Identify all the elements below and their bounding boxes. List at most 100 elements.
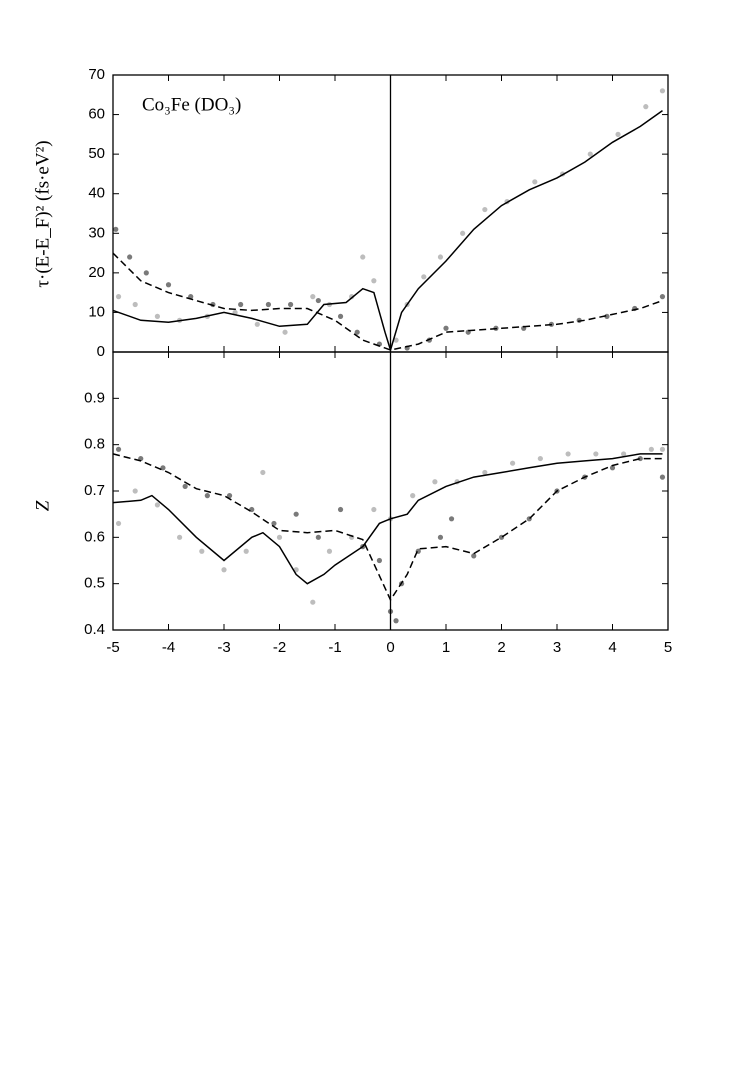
data-point [609, 465, 616, 471]
data-point [293, 511, 299, 517]
y-axis-label: Z [32, 500, 53, 511]
data-point [182, 483, 188, 489]
y-tick-label: 60 [88, 106, 105, 123]
curve [112, 453, 663, 602]
data-point [115, 294, 122, 300]
data-point [160, 465, 166, 471]
data-point [271, 520, 277, 527]
data-point [371, 278, 377, 284]
data-point [204, 493, 210, 499]
data-point [471, 553, 477, 559]
data-point [376, 557, 382, 564]
data-point [371, 506, 377, 513]
y-tick-label: 20 [88, 264, 105, 281]
x-tick-label: 2 [497, 639, 505, 656]
x-tick-label: 3 [553, 639, 561, 656]
data-point [532, 179, 538, 185]
x-tick-label: -1 [328, 639, 341, 656]
data-point [648, 446, 654, 452]
data-point [232, 309, 238, 316]
data-point [604, 313, 610, 319]
data-point [432, 479, 438, 485]
data-point [326, 548, 333, 554]
y-tick-label: 70 [88, 66, 105, 83]
data-point [587, 151, 593, 157]
x-tick-label: -3 [217, 639, 230, 656]
data-point [565, 451, 571, 457]
data-point [509, 460, 516, 466]
data-point [349, 294, 355, 300]
curve [112, 453, 663, 585]
data-point [310, 599, 316, 605]
data-point [254, 321, 260, 327]
x-tick-label: -5 [106, 639, 119, 656]
y-tick-label: 0.8 [84, 436, 105, 453]
data-point [437, 254, 444, 260]
x-tick-label: 1 [442, 639, 450, 656]
data-point [659, 446, 666, 452]
data-point [132, 488, 138, 494]
data-point [127, 254, 133, 260]
data-point [265, 301, 271, 308]
y-tick-label: 30 [88, 224, 105, 241]
data-point [537, 455, 543, 462]
data-point [393, 337, 399, 343]
data-point [315, 534, 321, 540]
data-point [310, 294, 316, 300]
y-tick-label: 50 [88, 145, 105, 162]
data-point [115, 446, 122, 452]
data-point [593, 451, 599, 457]
x-tick-label: -4 [162, 639, 175, 656]
data-point [443, 325, 449, 331]
data-point [659, 474, 666, 480]
data-point [354, 329, 360, 335]
curve [112, 109, 663, 353]
x-tick-label: 0 [386, 639, 394, 656]
data-point [337, 313, 344, 319]
data-point [243, 548, 249, 554]
curve [112, 252, 663, 351]
data-point [410, 493, 416, 499]
data-point [637, 455, 643, 462]
y-tick-label: 0.7 [84, 482, 105, 499]
data-point [288, 301, 294, 308]
y-tick-label: 0.5 [84, 575, 105, 592]
data-point [177, 534, 183, 540]
data-point [437, 534, 444, 540]
data-point [360, 254, 366, 260]
data-point [482, 206, 488, 213]
data-point [282, 329, 288, 335]
data-point [143, 270, 149, 276]
x-tick-label: 4 [608, 639, 616, 656]
y-tick-label: 0 [97, 343, 105, 360]
y-tick-label: 10 [88, 303, 105, 320]
data-point [113, 226, 119, 232]
y-tick-label: 0.9 [84, 389, 105, 406]
data-point [615, 131, 621, 137]
data-point [154, 313, 160, 319]
data-point [226, 493, 233, 499]
x-tick-label: 5 [664, 639, 672, 656]
data-point [659, 88, 666, 94]
y-tick-label: 40 [88, 185, 105, 202]
data-point [154, 502, 160, 508]
data-point [460, 230, 466, 236]
data-point [337, 506, 344, 513]
data-point [621, 451, 627, 457]
data-point [421, 274, 427, 280]
data-point [643, 104, 649, 110]
y-axis-label: τ·(E-E_F)² (fs·eV²) [32, 140, 53, 287]
data-point [276, 534, 283, 540]
data-point [221, 567, 227, 573]
data-point [115, 520, 122, 527]
y-tick-label: 0.6 [84, 528, 105, 545]
data-point [393, 618, 399, 624]
data-point [260, 469, 266, 476]
data-point [659, 294, 666, 300]
data-point [238, 301, 244, 308]
data-point [199, 548, 205, 554]
annotation: Co₃Fe (DO₃) [142, 94, 241, 115]
data-point [448, 516, 455, 522]
